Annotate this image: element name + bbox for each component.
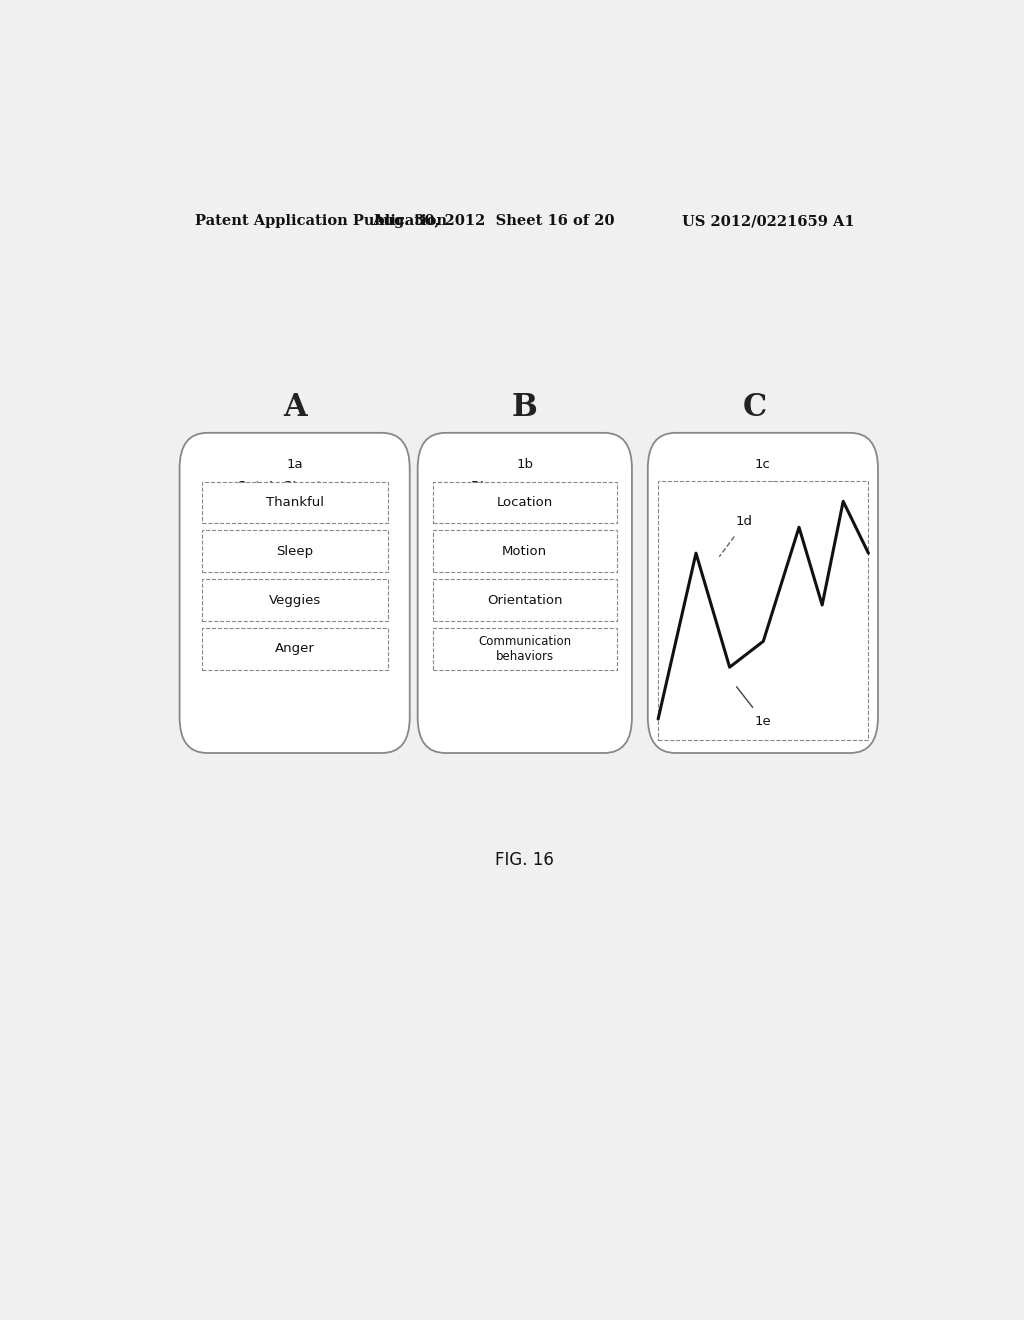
Text: Annotated feedback: Annotated feedback: [689, 480, 837, 495]
Text: 1e: 1e: [755, 715, 772, 729]
FancyBboxPatch shape: [433, 628, 616, 669]
FancyBboxPatch shape: [202, 628, 387, 669]
FancyBboxPatch shape: [202, 482, 387, 523]
FancyBboxPatch shape: [418, 433, 632, 752]
Text: B: B: [512, 392, 538, 422]
FancyBboxPatch shape: [433, 482, 616, 523]
Text: Communication
behaviors: Communication behaviors: [478, 635, 571, 663]
Text: Veggies: Veggies: [268, 594, 321, 606]
Text: Catch Shortcuts: Catch Shortcuts: [236, 480, 353, 495]
Text: FIG. 16: FIG. 16: [496, 850, 554, 869]
Text: Anger: Anger: [274, 643, 314, 655]
FancyBboxPatch shape: [433, 579, 616, 620]
Text: 1b: 1b: [516, 458, 534, 471]
Text: Motion: Motion: [502, 545, 548, 558]
Text: Phone sensors: Phone sensors: [471, 480, 579, 495]
Text: C: C: [742, 392, 767, 422]
Text: Patent Application Publication: Patent Application Publication: [196, 214, 447, 228]
FancyBboxPatch shape: [202, 531, 387, 572]
Text: 1c: 1c: [755, 458, 771, 471]
Text: Aug. 30, 2012  Sheet 16 of 20: Aug. 30, 2012 Sheet 16 of 20: [372, 214, 614, 228]
FancyBboxPatch shape: [658, 480, 868, 739]
Text: US 2012/0221659 A1: US 2012/0221659 A1: [682, 214, 854, 228]
FancyBboxPatch shape: [433, 531, 616, 572]
Text: Orientation: Orientation: [487, 594, 562, 606]
Text: 1d: 1d: [736, 515, 753, 528]
Text: Thankful: Thankful: [265, 496, 324, 510]
Text: 1a: 1a: [287, 458, 303, 471]
FancyBboxPatch shape: [179, 433, 410, 752]
FancyBboxPatch shape: [648, 433, 878, 752]
Text: Location: Location: [497, 496, 553, 510]
Text: A: A: [283, 392, 306, 422]
Text: Sleep: Sleep: [276, 545, 313, 558]
FancyBboxPatch shape: [202, 579, 387, 620]
